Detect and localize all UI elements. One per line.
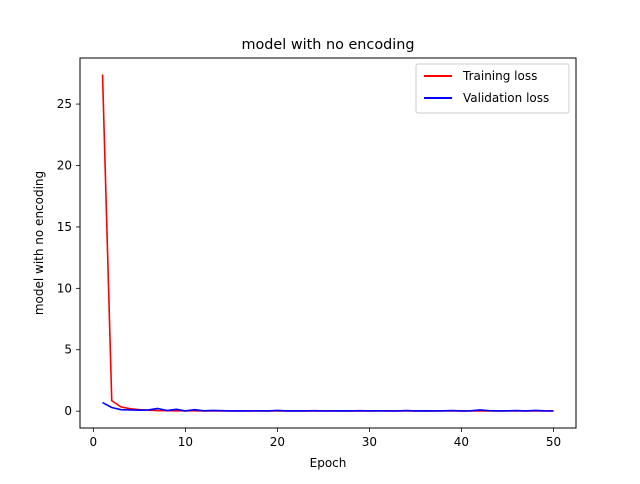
y-tick-label: 10 [57,281,72,295]
y-tick-label: 5 [64,343,72,357]
plot-area [101,74,554,412]
x-tick-label: 10 [178,435,193,449]
x-tick-label: 30 [362,435,377,449]
legend-box [415,63,570,114]
legend: Training loss Validation loss [415,63,570,114]
x-tick-label: 0 [90,435,98,449]
y-tick-label: 25 [57,97,72,111]
x-tick-label: 50 [546,435,561,449]
y-tick-label: 0 [64,404,72,418]
plot-frame [79,57,577,429]
chart-title: model with no encoding [241,37,414,53]
x-axis: 0 10 20 30 40 50 [90,428,561,449]
y-axis: 0 5 10 15 20 25 [57,97,80,418]
y-axis-label: model with no encoding [32,171,46,315]
series-line-training-loss [101,74,554,412]
series-line-validation-loss [102,401,554,412]
x-axis-label: Epoch [310,456,347,470]
x-tick-label: 20 [270,435,285,449]
y-tick-label: 20 [57,158,72,172]
y-tick-label: 15 [57,220,72,234]
legend-label-validation-loss: Validation loss [463,91,549,105]
legend-label-training-loss: Training loss [462,69,537,83]
x-tick-label: 40 [454,435,469,449]
